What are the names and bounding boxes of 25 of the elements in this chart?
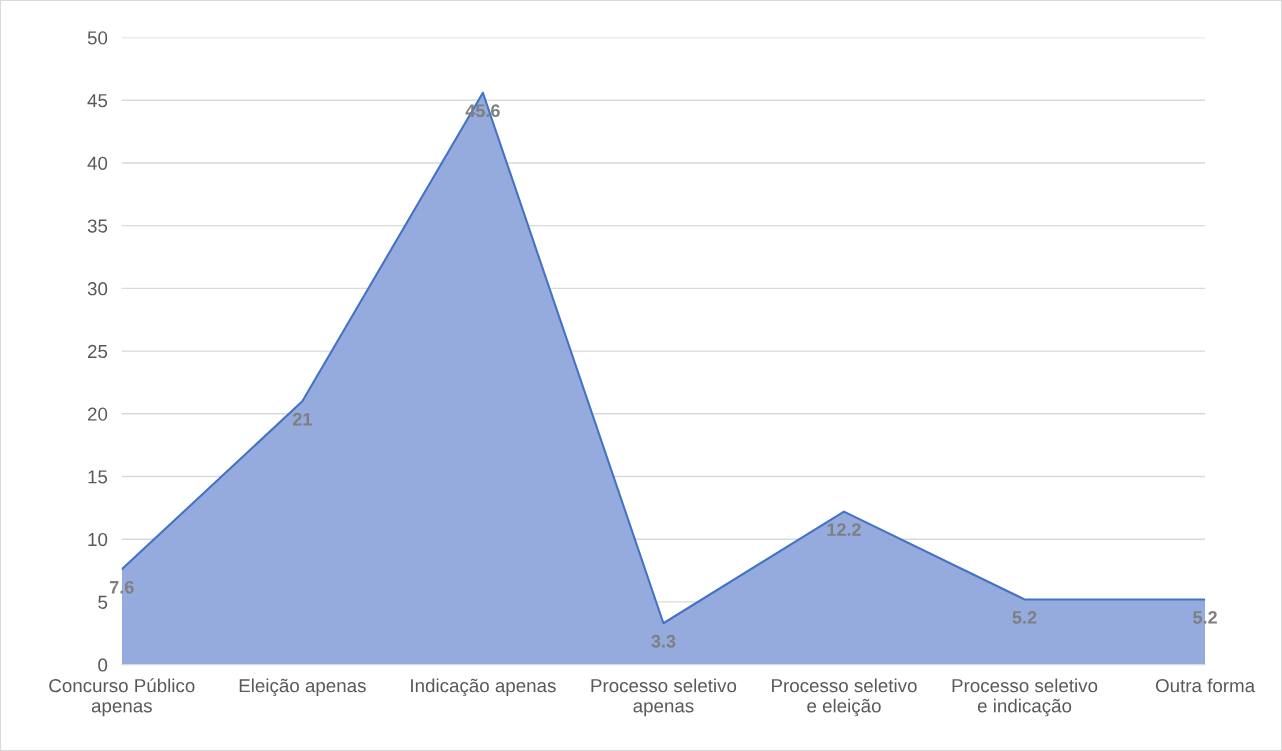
data-label: 7.6 <box>110 580 134 594</box>
y-tick-label: 35 <box>87 219 108 233</box>
x-tick-label: Eleição apenas <box>239 678 366 697</box>
data-label: 45.6 <box>465 104 500 118</box>
x-tick-label: Processo seletivo e indicação <box>952 678 1098 717</box>
y-tick-label: 50 <box>87 31 108 45</box>
y-tick-label: 0 <box>98 658 108 672</box>
y-tick-label: 30 <box>87 282 108 296</box>
x-tick-label: Concurso Público apenas <box>49 678 195 717</box>
data-label: 12.2 <box>827 523 861 536</box>
data-label: 3.3 <box>651 634 676 648</box>
y-tick-label: 25 <box>87 344 108 359</box>
y-tick-label: 40 <box>87 156 108 170</box>
y-tick-label: 15 <box>88 470 108 484</box>
y-tick-label: 20 <box>87 407 108 421</box>
x-tick-label: Outra forma <box>1155 678 1256 693</box>
x-tick-label: Indicação apenas <box>411 678 556 697</box>
data-label: 21 <box>292 412 312 426</box>
y-tick-label: 10 <box>88 532 108 547</box>
data-label: 5.2 <box>1012 611 1037 624</box>
x-tick-label: Processo seletivo apenas <box>591 678 737 717</box>
y-tick-label: 5 <box>98 595 108 609</box>
data-label: 5.2 <box>1193 611 1217 624</box>
x-tick-label: Processo seletivo e eleição <box>772 678 917 717</box>
y-tick-label: 45 <box>87 94 108 108</box>
